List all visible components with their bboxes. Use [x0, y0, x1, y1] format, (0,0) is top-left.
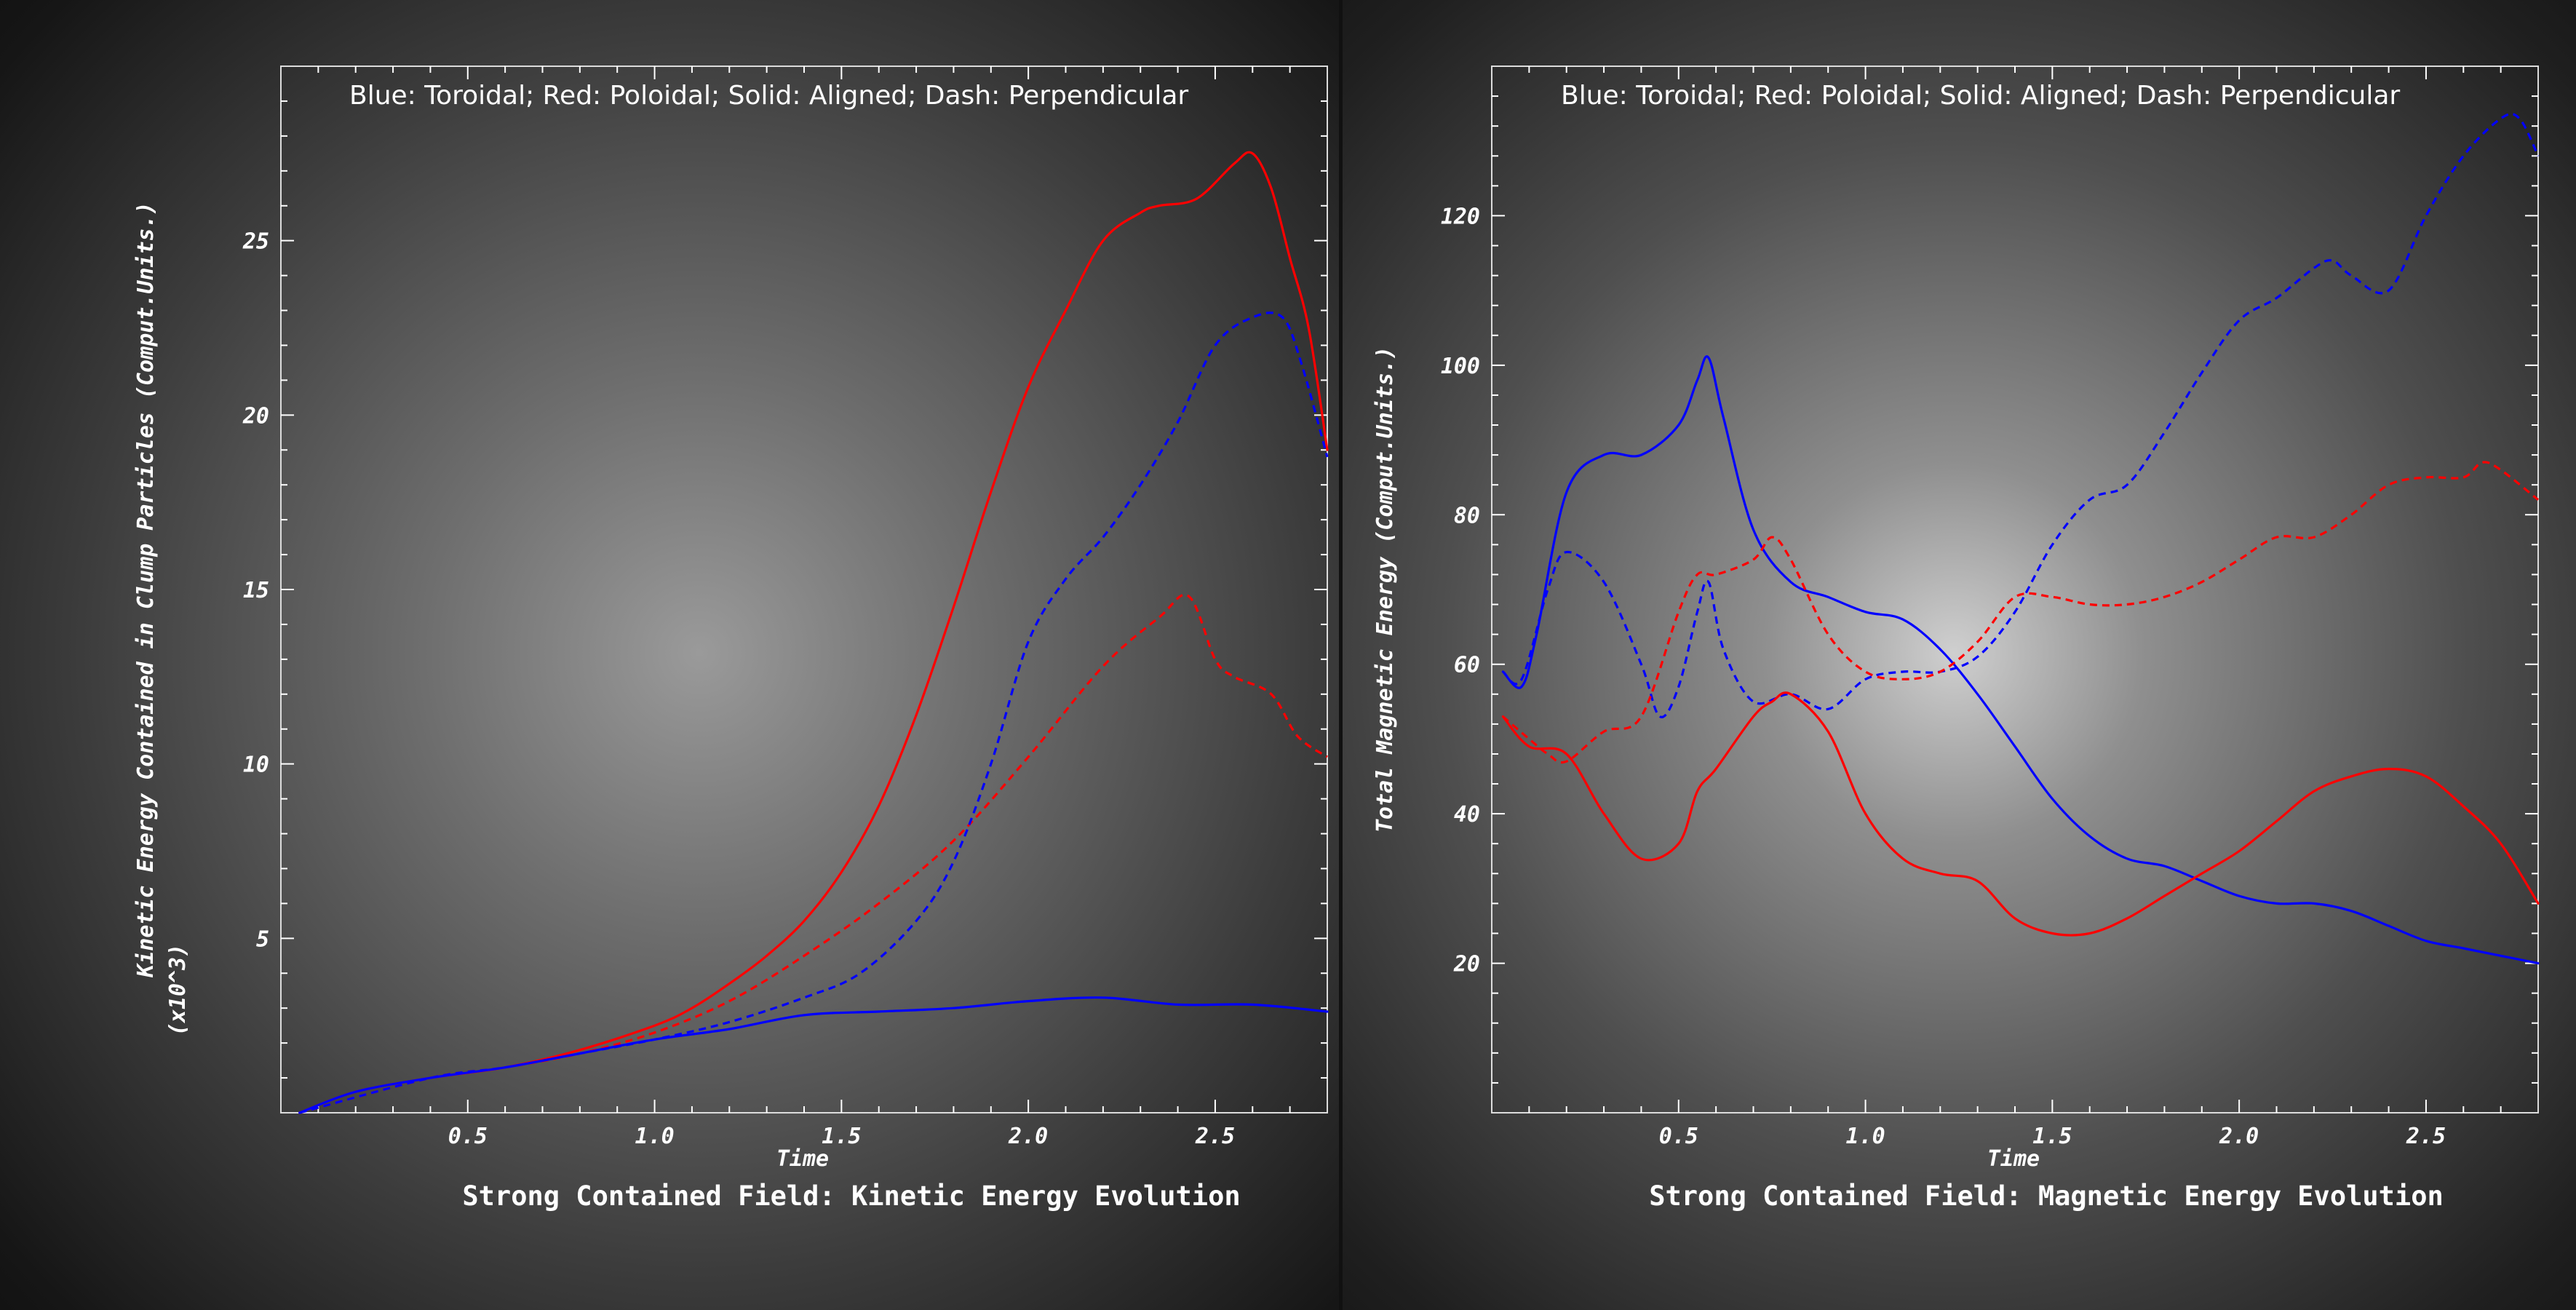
series-line-toroidal-aligned [1501, 355, 2540, 965]
y-tick-label: 5 [256, 926, 269, 952]
y-axis-scale-label: (x10^3) [165, 944, 191, 1036]
y-tick-label: 15 [243, 578, 269, 603]
legend-annotation: Blue: Toroidal; Red: Poloidal; Solid: Al… [349, 81, 1188, 111]
series-line-toroidal-perpendicular [1502, 112, 2540, 718]
chart-title: Strong Contained Field: Kinetic Energy E… [462, 1180, 1240, 1212]
x-axis-label: Time [776, 1146, 829, 1172]
x-tick-label: 0.5 [448, 1124, 488, 1149]
y-tick-label: 10 [243, 753, 269, 778]
x-tick-label: 1.0 [635, 1124, 674, 1149]
series-line-poloidal-aligned [298, 151, 1329, 1114]
x-tick-label: 1.5 [822, 1124, 861, 1149]
panel-divider [1339, 0, 1343, 1310]
x-tick-label: 2.0 [2219, 1124, 2259, 1149]
series-line-toroidal-perpendicular [299, 311, 1329, 1114]
y-tick-label: 80 [1454, 503, 1480, 528]
magnetic-energy-panel: 0.5 1.0 1.5 2.0 2.5 20 40 60 80 100 120 Blue: Toro… [1343, 0, 2576, 1310]
x-tick-label: 2.5 [1195, 1124, 1235, 1149]
y-tick-label: 20 [1453, 952, 1480, 977]
x-tick-label: 2.0 [1008, 1124, 1048, 1149]
y-tick-label: 40 [1454, 802, 1480, 827]
y-axis-label: Kinetic Energy Contained in Clump Partic… [133, 202, 159, 978]
y-tick-label: 120 [1441, 204, 1480, 229]
y-tick-label: 20 [242, 403, 269, 429]
chart-title: Strong Contained Field: Magnetic Energy … [1649, 1180, 2444, 1212]
y-axis-label: Total Magnetic Energy (Comput.Units.) [1372, 346, 1398, 833]
kinetic-energy-panel: 0.5 1.0 1.5 2.0 2.5 5 10 15 20 25 Blue: Toroidal;… [0, 0, 1339, 1310]
x-tick-label: 0.5 [1659, 1124, 1698, 1149]
series-line-poloidal-aligned [1501, 691, 2540, 937]
series-line-poloidal-perpendicular [1502, 461, 2539, 764]
magnetic-energy-chart: 0.5 1.0 1.5 2.0 2.5 20 40 60 80 100 120 Blue: Toro… [1372, 66, 2540, 1212]
legend-annotation: Blue: Toroidal; Red: Poloidal; Solid: Al… [1561, 81, 2400, 111]
x-tick-label: 2.5 [2406, 1124, 2446, 1149]
kinetic-energy-chart: 0.5 1.0 1.5 2.0 2.5 5 10 15 20 25 Blue: Toroidal;… [133, 66, 1329, 1212]
y-tick-label: 25 [242, 229, 269, 255]
y-tick-label: 60 [1454, 653, 1480, 678]
x-tick-label: 1.0 [1845, 1124, 1885, 1149]
x-tick-label: 1.5 [2032, 1124, 2072, 1149]
y-tick-label: 100 [1441, 354, 1480, 379]
x-axis-label: Time [1987, 1146, 2040, 1172]
series-line-toroidal-aligned [298, 996, 1329, 1114]
plot-frame [1491, 66, 2539, 1114]
series-line-poloidal-perpendicular [299, 593, 1328, 1114]
